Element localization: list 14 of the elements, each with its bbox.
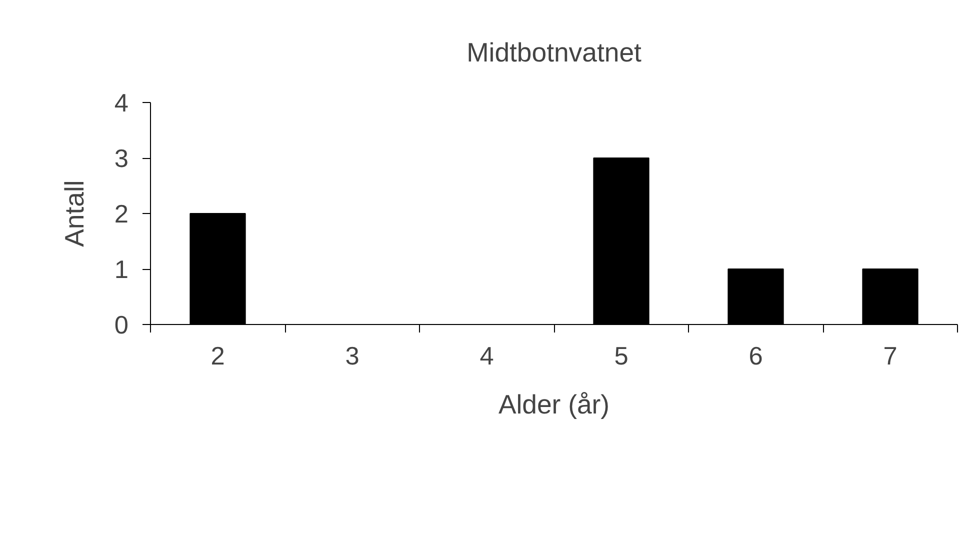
x-axis-title: Alder (år) bbox=[498, 390, 610, 420]
y-axis-title: Antall bbox=[59, 180, 90, 247]
chart-title: Midtbotnvatnet bbox=[466, 38, 642, 68]
x-tick-label: 3 bbox=[345, 342, 360, 370]
y-tick-label: 2 bbox=[114, 200, 129, 228]
y-tick-label: 3 bbox=[114, 145, 129, 173]
x-tick-label: 5 bbox=[614, 342, 628, 370]
x-tick-label: 6 bbox=[748, 342, 763, 370]
y-tick-label: 1 bbox=[114, 256, 129, 284]
x-tick-label: 2 bbox=[210, 342, 225, 370]
x-tick-label: 7 bbox=[883, 342, 898, 370]
y-tick-label: 0 bbox=[114, 312, 129, 340]
x-tick-label: 4 bbox=[480, 342, 494, 370]
y-tick-label: 4 bbox=[114, 90, 129, 118]
